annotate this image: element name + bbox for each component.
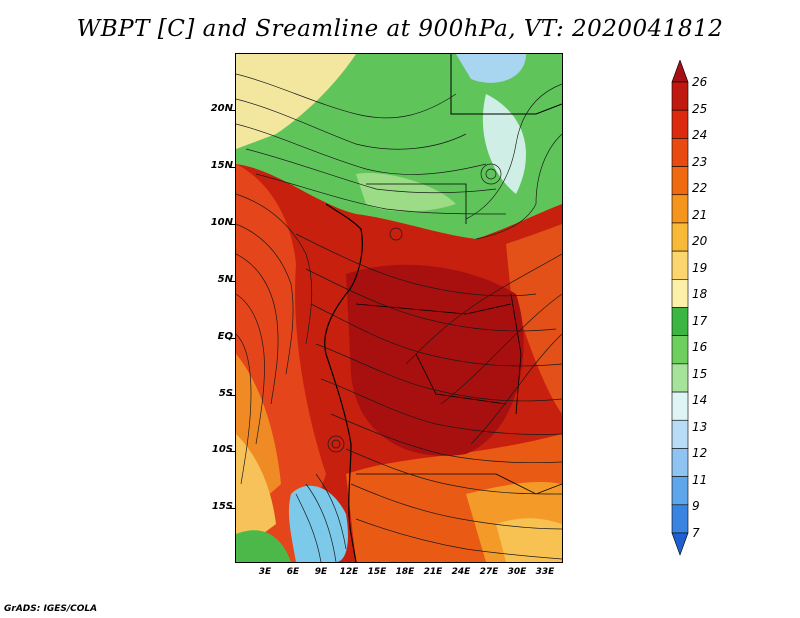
- colorbar-top-arrow: [671, 60, 689, 83]
- colorbar-swatch: [671, 166, 689, 196]
- coastline-west: [324, 203, 363, 562]
- lon-tick-21e: 21E: [423, 567, 443, 577]
- colorbar-label: 15: [692, 366, 708, 381]
- border-sahel: [366, 183, 467, 224]
- lat-tickmark: [230, 281, 235, 282]
- field-sw-yellow: [236, 434, 276, 554]
- colorbar-label: 18: [692, 287, 708, 302]
- lat-tickmark: [230, 508, 235, 509]
- chart-title: WBPT [C] and Sreamline at 900hPa, VT: 20…: [76, 16, 724, 42]
- colorbar-label: 13: [692, 419, 708, 434]
- border-south: [356, 473, 562, 495]
- colorbar-label: 23: [692, 154, 708, 169]
- lat-tickmark: [230, 110, 235, 111]
- field-north-green: [236, 54, 562, 239]
- map-panel: [235, 53, 563, 563]
- colorbar-label: 9: [692, 499, 700, 514]
- lat-tick-5n: 5N: [217, 274, 233, 285]
- lon-tick-15e: 15E: [367, 567, 387, 577]
- lon-tick-6e: 6E: [286, 567, 300, 577]
- lat-tick-eq: EQ: [217, 331, 233, 342]
- field-north-cyan: [482, 94, 526, 194]
- lat-tickmark: [230, 224, 235, 225]
- colorbar-swatch: [671, 504, 689, 534]
- colorbar-label: 7: [692, 526, 700, 540]
- field-nw-pale: [236, 54, 356, 149]
- colorbar-swatch: [671, 335, 689, 365]
- wbpt-field: [236, 54, 562, 562]
- colorbar-swatch: [671, 307, 689, 336]
- colorbar-label: 14: [692, 393, 708, 408]
- lon-tick-9e: 9E: [314, 567, 328, 577]
- border-congo: [415, 353, 507, 405]
- colorbar-label: 19: [692, 260, 708, 275]
- border-central: [355, 303, 512, 315]
- lat-tickmark: [230, 167, 235, 168]
- lon-tick-12e: 12E: [339, 567, 359, 577]
- border-east: [510, 293, 522, 415]
- lon-tick-33e: 33E: [535, 567, 555, 577]
- streamlines: [236, 73, 562, 562]
- lat-tick-10s: 10S: [211, 444, 233, 455]
- colorbar-label: 16: [692, 340, 708, 355]
- colorbar-swatch: [671, 81, 689, 111]
- colorbar-swatch: [671, 194, 689, 224]
- colorbar-bottom-arrow: [671, 532, 689, 556]
- colorbar-label: 25: [692, 101, 708, 116]
- colorbar-label: 17: [692, 313, 708, 328]
- colorbar-label: 11: [692, 472, 708, 487]
- lat-tick-15s: 15S: [211, 501, 233, 512]
- colorbar-swatch: [671, 138, 689, 167]
- colorbar-swatch: [671, 363, 689, 393]
- lat-tick-20n: 20N: [210, 103, 233, 114]
- colorbar-swatch: [671, 250, 689, 280]
- colorbar-swatch: [671, 448, 689, 477]
- colorbar-swatch: [671, 109, 689, 139]
- colorbar-swatch: [671, 279, 689, 308]
- field-east-orange: [506, 224, 562, 414]
- lat-tick-10n: 10N: [210, 217, 233, 228]
- field-sw-green: [236, 530, 291, 562]
- lon-tick-24e: 24E: [451, 567, 471, 577]
- colorbar-label: 21: [692, 207, 708, 222]
- colorbar-swatch: [671, 222, 689, 252]
- colorbar: [671, 60, 689, 556]
- colorbar-label: 12: [692, 446, 708, 461]
- border-north: [450, 54, 562, 115]
- colorbar-label: 20: [692, 234, 708, 249]
- colorbar-swatch: [671, 391, 689, 421]
- colorbar-label: 24: [692, 128, 708, 143]
- lon-tick-27e: 27E: [479, 567, 499, 577]
- colorbar-swatch: [671, 476, 689, 506]
- lon-tick-3e: 3E: [258, 567, 272, 577]
- lat-tick-15n: 15N: [210, 160, 233, 171]
- field-north-blue: [456, 54, 526, 83]
- lat-tickmark: [230, 395, 235, 396]
- lat-tickmark: [230, 338, 235, 339]
- field-north-light: [356, 173, 456, 212]
- colorbar-label: 26: [692, 75, 708, 89]
- lon-tick-30e: 30E: [507, 567, 527, 577]
- lat-tick-5s: 5S: [218, 388, 233, 399]
- grads-credit: GrADS: IGES/COLA: [4, 604, 98, 614]
- colorbar-label: 22: [692, 181, 708, 196]
- field-se-yellow: [496, 518, 562, 562]
- lon-tick-18e: 18E: [395, 567, 415, 577]
- lat-tickmark: [230, 451, 235, 452]
- colorbar-swatch: [671, 419, 689, 449]
